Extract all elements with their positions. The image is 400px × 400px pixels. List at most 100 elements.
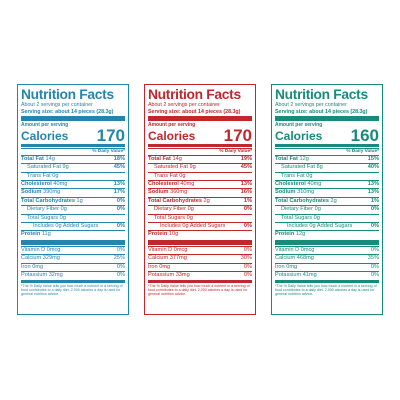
nutrient-amount: 0g [179,172,186,179]
vitamin-amount: 377mg [169,255,187,262]
vitamin-name: Iron [275,263,285,270]
nutrient-name: Cholesterol [275,180,306,187]
nutrient-dv: 13% [113,180,125,187]
vitamin-text: Potassium 33mg [148,272,190,279]
nutrient-amount: 40mg [53,180,68,187]
nutrient-name: Total Sugars [281,214,313,221]
nutrition-label-red: Nutrition Facts About 2 servings per cont… [144,84,256,315]
vitamin-text: Calcium 377mg [148,255,187,262]
vitamin-text: Vitamin D 0mcg [275,247,314,254]
vitamin-name: Potassium [275,271,302,278]
nutrient-name: Includes 0g Added Sugars [160,222,226,229]
vitamin-dv: 30% [240,255,252,262]
nutrient-dv: 0% [116,222,125,229]
nutrient-text: Total Carbohydrates 1g [21,198,83,205]
vitamin-name: Calcium [148,255,169,262]
nutrient-name: Sodium [21,189,42,196]
divider-medium [148,144,252,147]
nutrient-row: Total Fat 14g 19% [148,154,252,163]
nutrient-amount: 40mg [307,180,322,187]
nutrient-text: Protein 12g [275,231,305,238]
nutrient-amount: 12g [295,231,306,238]
label-title: Nutrition Facts [275,87,368,102]
serving-size: Serving size: about 14 pieces (28.3g) [148,108,241,115]
nutrient-row: Total Fat 14g 18% [21,154,125,163]
vitamin-row: Calcium 329mg 25% [21,254,125,262]
nutrient-row: Total Carbohydrates 1g 0% [21,196,125,205]
vitamin-amount: 0mg [286,263,298,270]
vitamin-amount: 0mcg [300,246,315,253]
nutrient-dv: 0% [243,222,252,229]
nutrient-row: Total Carbohydrates 2g 1% [275,196,379,205]
nutrient-amount: 1g [76,197,83,204]
nutrient-text: Trans Fat 0g [27,173,59,180]
nutrient-dv: 18% [113,155,125,162]
daily-value-header: % Daily Value* [21,147,125,155]
nutrient-amount: 10g [168,231,179,238]
nutrient-dv: 0% [116,197,125,204]
nutrient-name: Total Carbohydrates [148,197,202,204]
nutrient-name: Sodium [275,189,296,196]
vitamin-row: Potassium 32mg 0% [21,270,125,279]
nutrient-name: Total Sugars [154,214,186,221]
vitamin-dv: 25% [113,255,125,262]
label-title: Nutrition Facts [21,87,114,102]
divider-medium [21,280,125,283]
daily-value-header: % Daily Value* [148,147,252,155]
vitamin-text: Iron 0mg [275,264,297,271]
vitamin-name: Calcium [21,255,42,262]
nutrient-name: Saturated Fat [27,164,61,171]
nutrient-row: Includes 0g Added Sugars 0% [275,221,379,230]
nutrient-amount: 0g [313,214,320,221]
nutrient-row: Total Sugars 0g [275,213,379,222]
vitamin-text: Potassium 41mg [275,272,317,279]
nutrient-dv: 0% [116,206,125,213]
nutrient-name: Saturated Fat [154,164,188,171]
nutrient-text: Trans Fat 0g [154,173,186,180]
nutrient-amount: 360mg [170,189,188,196]
nutrient-name: Protein [275,231,295,238]
calories-value: 170 [223,126,252,146]
nutrient-dv: 17% [113,189,125,196]
nutrient-row: Saturated Fat 9g 45% [21,163,125,171]
nutrient-row: Dietary Fiber 0g 0% [275,205,379,213]
vitamin-dv: 0% [116,246,125,253]
nutrient-row: Sodium 360mg 16% [148,188,252,196]
vitamin-amount: 0mcg [173,246,188,253]
nutrient-dv: 13% [240,180,252,187]
nutrient-row: Total Sugars 0g [21,213,125,222]
nutrient-text: Sodium 310mg [275,189,314,196]
nutrient-row: Protein 10g [148,230,252,238]
nutrition-label-blue: Nutrition Facts About 2 servings per cont… [17,84,129,315]
divider-medium [21,144,125,147]
calories-label: Calories [148,129,196,144]
vitamin-name: Vitamin D [275,246,300,253]
vitamin-text: Iron 0mg [21,264,43,271]
vitamin-amount: 329mg [42,255,60,262]
nutrient-row: Sodium 310mg 13% [275,188,379,196]
nutrient-name: Sodium [148,189,169,196]
vitamin-dv: 0% [243,263,252,270]
vitamin-amount: 0mcg [46,246,61,253]
vitamin-name: Iron [21,263,31,270]
nutrient-text: Total Sugars 0g [281,215,320,222]
nutrient-row: Dietary Fiber 0g 0% [148,205,252,213]
nutrient-dv: 45% [113,164,125,171]
nutrient-amount: 11g [41,231,51,238]
vitamin-dv: 0% [370,263,379,270]
vitamin-text: Vitamin D 0mcg [21,247,60,254]
vitamin-row: Potassium 41mg 0% [275,270,379,279]
nutrient-amount: 14g [45,155,55,162]
nutrient-amount: 9g [62,164,69,171]
calories-label: Calories [275,129,323,144]
nutrient-text: Dietary Fiber 0g [281,206,321,213]
nutrient-name: Total Sugars [27,214,59,221]
vitamin-name: Potassium [148,271,175,278]
servings-per-container: About 2 servings per container [148,102,220,108]
nutrient-text: Cholesterol 40mg [21,181,67,188]
nutrient-amount: 9g [189,164,196,171]
nutrient-name: Protein [148,231,168,238]
calories-row: Calories 160 [275,127,379,144]
nutrient-dv: 16% [240,189,252,196]
nutrient-text: Sodium 360mg [148,189,187,196]
